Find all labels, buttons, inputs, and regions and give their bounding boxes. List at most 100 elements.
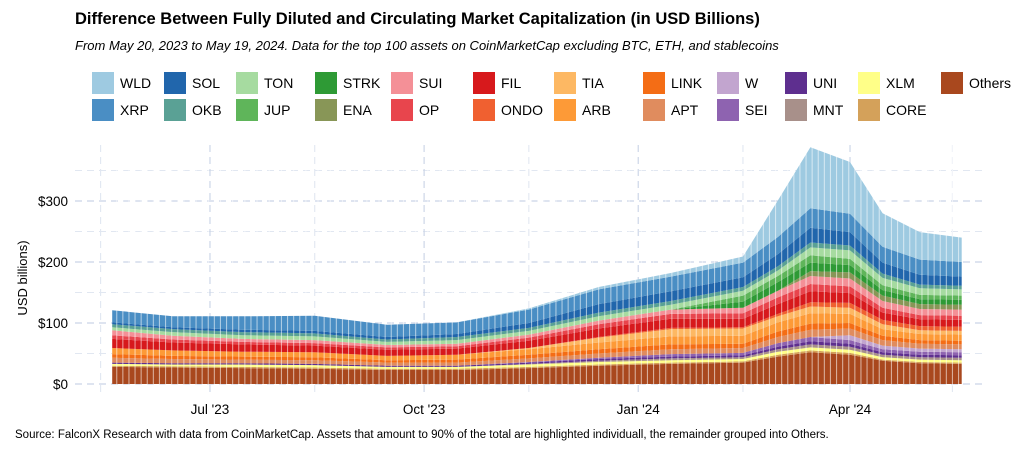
legend-label: MNT xyxy=(813,102,844,118)
gap-stripe xyxy=(707,140,709,386)
gap-stripe xyxy=(622,140,624,386)
gap-stripe xyxy=(280,140,282,386)
gap-stripe xyxy=(171,140,173,386)
gap-stripe xyxy=(409,140,411,386)
area-series-okb xyxy=(112,242,962,342)
area-series-uni xyxy=(112,341,962,367)
gap-stripe xyxy=(634,140,636,386)
gap-stripe xyxy=(165,140,167,386)
gap-stripe xyxy=(884,140,886,386)
gap-stripe xyxy=(183,140,185,386)
gap-stripe xyxy=(738,140,740,386)
legend-item-sui: SUI xyxy=(391,72,442,94)
gap-stripe xyxy=(128,140,130,386)
gap-stripe xyxy=(506,140,508,386)
x-tick-label: Apr '24 xyxy=(829,402,872,417)
gap-stripe xyxy=(317,140,319,386)
gap-stripe xyxy=(653,140,655,386)
legend-item-fil: FIL xyxy=(473,72,521,94)
area-series-apt xyxy=(112,328,962,366)
gap-stripe xyxy=(811,140,813,386)
legend-label: OP xyxy=(419,102,440,118)
gap-stripe xyxy=(189,140,191,386)
legend-item-okb: OKB xyxy=(164,99,222,121)
gap-stripe xyxy=(518,140,520,386)
gap-stripe xyxy=(360,140,362,386)
gap-stripe xyxy=(433,140,435,386)
gap-stripe xyxy=(329,140,331,386)
gap-stripe xyxy=(396,140,398,386)
gap-stripe xyxy=(805,140,807,386)
gap-stripe xyxy=(402,140,404,386)
gap-stripe xyxy=(366,140,368,386)
area-series-link xyxy=(112,323,962,363)
gap-stripe xyxy=(195,140,197,386)
gap-stripe xyxy=(293,140,295,386)
gap-stripe xyxy=(116,140,118,386)
gap-stripe xyxy=(860,140,862,386)
legend-item-uni: UNI xyxy=(785,72,837,94)
gap-stripe xyxy=(299,140,301,386)
gap-stripe xyxy=(555,140,557,386)
legend-swatch xyxy=(785,72,807,94)
legend-label: ONDO xyxy=(501,102,543,118)
gap-stripe xyxy=(823,140,825,386)
gap-stripe xyxy=(579,140,581,386)
legend-item-ena: ENA xyxy=(315,99,372,121)
source-note: Source: FalconX Research with data from … xyxy=(15,429,829,441)
gap-stripe xyxy=(750,140,752,386)
gap-stripe xyxy=(232,140,234,386)
gap-stripe xyxy=(689,140,691,386)
gap-stripe xyxy=(244,140,246,386)
gap-stripe xyxy=(140,140,142,386)
legend-swatch xyxy=(391,72,413,94)
gap-stripe xyxy=(573,140,575,386)
gap-stripe xyxy=(262,140,264,386)
gap-stripe xyxy=(238,140,240,386)
legend-label: JUP xyxy=(264,102,291,118)
gap-stripe xyxy=(646,140,648,386)
legend-item-op: OP xyxy=(391,99,439,121)
gap-stripe xyxy=(598,140,600,386)
gap-stripe xyxy=(592,140,594,386)
gap-stripe xyxy=(549,140,551,386)
gap-stripe xyxy=(848,140,850,386)
gap-stripe xyxy=(958,140,960,386)
legend-item-jup: JUP xyxy=(236,99,290,121)
gap-stripe xyxy=(677,140,679,386)
gap-stripe xyxy=(933,140,935,386)
gap-stripe xyxy=(561,140,563,386)
legend-label: CORE xyxy=(886,102,927,118)
area-series-xlm xyxy=(112,347,962,369)
gap-stripe xyxy=(915,140,917,386)
gap-stripe xyxy=(341,140,343,386)
legend-swatch xyxy=(473,99,495,121)
gap-stripe xyxy=(543,140,545,386)
area-series-arb xyxy=(112,313,962,361)
gap-stripe xyxy=(226,140,228,386)
gap-stripe xyxy=(311,140,313,386)
x-tick-label: Jul '23 xyxy=(191,402,230,417)
gap-stripe xyxy=(201,140,203,386)
gap-stripe xyxy=(951,140,953,386)
gap-stripe xyxy=(421,140,423,386)
gap-stripe xyxy=(213,140,215,386)
gap-stripe xyxy=(640,140,642,386)
gap-stripe xyxy=(744,140,746,386)
legend-label: TIA xyxy=(582,75,604,91)
legend-label: APT xyxy=(671,102,699,118)
legend-label: LINK xyxy=(671,75,703,91)
gap-stripe xyxy=(500,140,502,386)
legend-label: ARB xyxy=(582,102,611,118)
y-tick-label: $0 xyxy=(53,377,68,392)
area-series-fil xyxy=(112,291,962,356)
gap-stripe xyxy=(628,140,630,386)
gap-stripe xyxy=(793,140,795,386)
gap-stripe xyxy=(866,140,868,386)
legend-item-sei: SEI xyxy=(717,99,768,121)
gap-stripe xyxy=(354,140,356,386)
gap-stripe xyxy=(732,140,734,386)
gap-stripe xyxy=(799,140,801,386)
gap-stripe xyxy=(134,140,136,386)
gap-stripe xyxy=(872,140,874,386)
